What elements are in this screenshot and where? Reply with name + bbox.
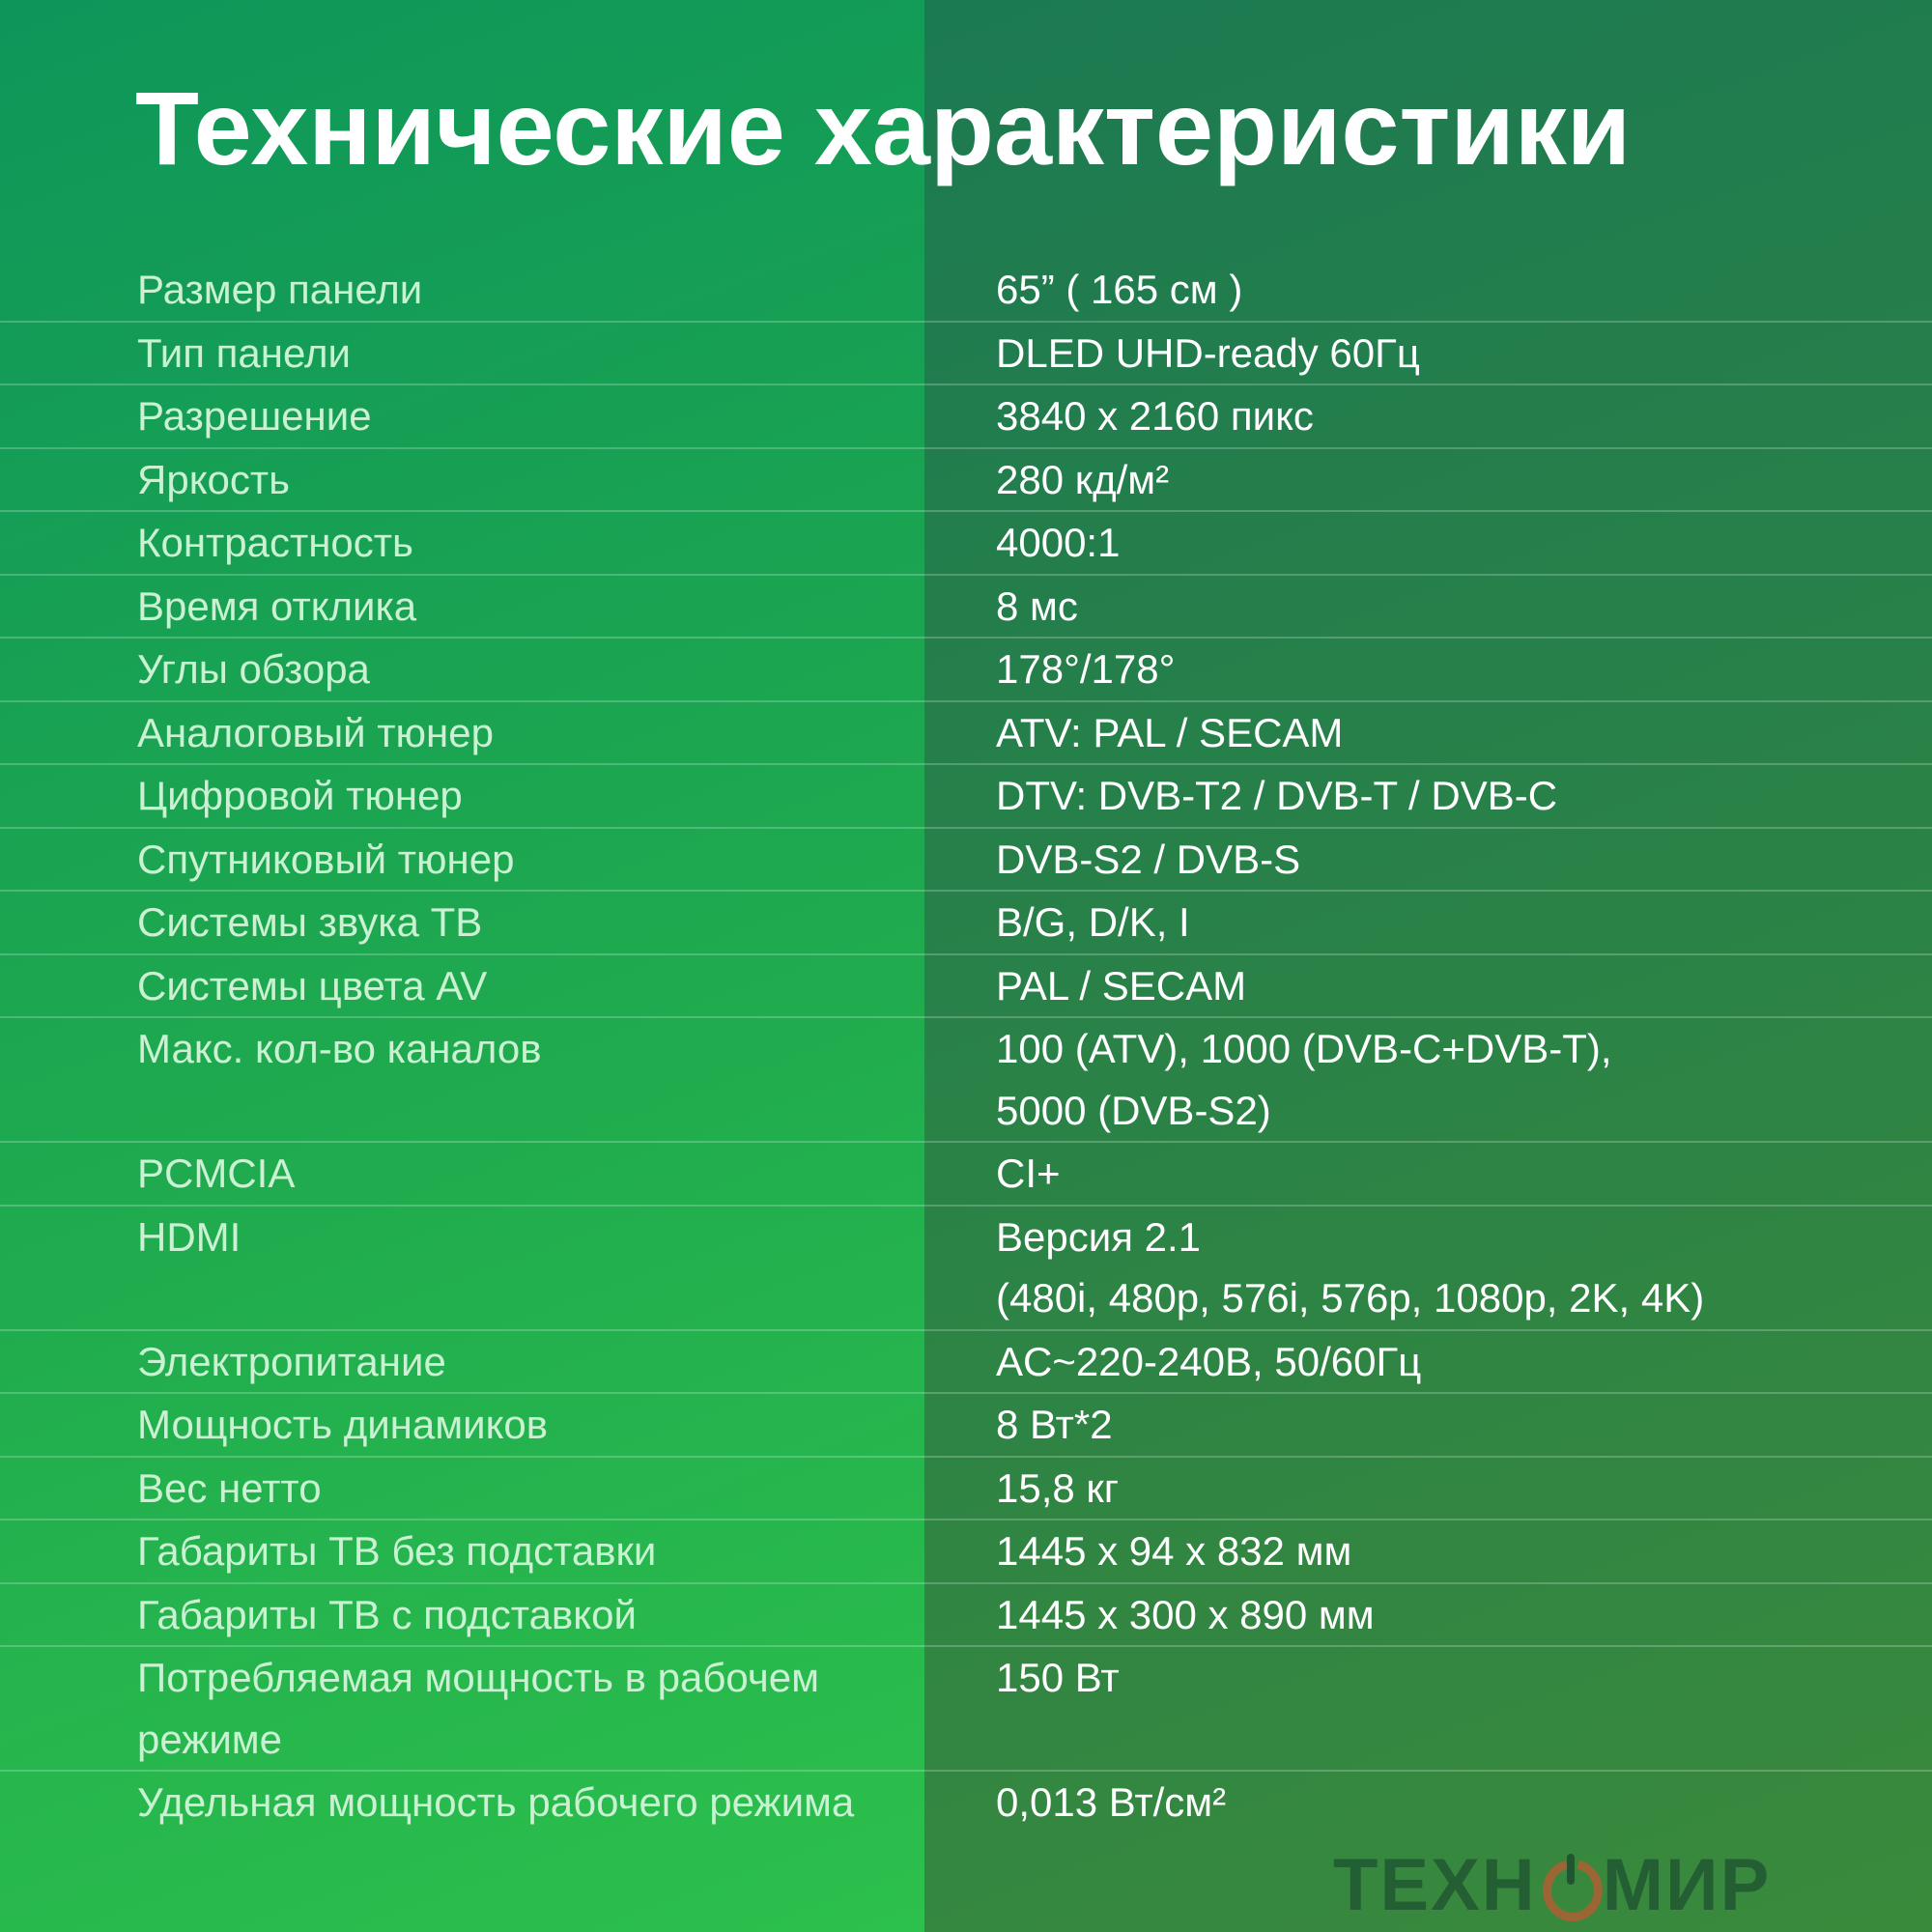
spec-label: Углы обзора — [137, 646, 370, 692]
spec-value: CI+ — [892, 1143, 1932, 1205]
spec-label: Спутниковый тюнер — [137, 836, 515, 882]
spec-value-line: 100 (ATV), 1000 (DVB-C+DVB-T), — [996, 1026, 1612, 1071]
spec-value: 3840 x 2160 пикс — [892, 385, 1932, 447]
watermark-text-right: МИР — [1602, 1844, 1772, 1926]
spec-value-line: DVB-S2 / DVB-S — [996, 836, 1301, 882]
spec-label: Аналоговый тюнер — [137, 709, 494, 755]
spec-value-line: 0,013 Вт/см² — [996, 1779, 1227, 1825]
spec-row: Системы цвета AV PAL / SECAM — [0, 955, 1932, 1018]
spec-value: DTV: DVB-T2 / DVB-T / DVB-C — [892, 765, 1932, 827]
spec-value: DLED UHD-ready 60Гц — [892, 323, 1932, 384]
spec-table: Размер панели 65” ( 165 см ) Тип панели DLE… — [0, 259, 1932, 1833]
spec-label: Системы цвета AV — [137, 962, 488, 1009]
spec-value: AC~220-240В, 50/60Гц — [892, 1331, 1932, 1393]
spec-label: Время отклика — [137, 582, 417, 629]
spec-row: Размер панели 65” ( 165 см ) — [0, 259, 1932, 323]
spec-value: B/G, D/K, I — [892, 892, 1932, 953]
spec-row: Системы звука ТВ B/G, D/K, I — [0, 892, 1932, 955]
spec-value: 8 Вт*2 — [892, 1394, 1932, 1456]
spec-value: 4000:1 — [892, 512, 1932, 574]
spec-value: ATV: PAL / SECAM — [892, 702, 1932, 764]
spec-row: Контрастность 4000:1 — [0, 512, 1932, 576]
spec-label: Цифровой тюнер — [137, 773, 463, 818]
spec-value-line: DTV: DVB-T2 / DVB-T / DVB-C — [996, 773, 1558, 818]
spec-row: Цифровой тюнер DTV: DVB-T2 / DVB-T / DVB-… — [0, 765, 1932, 829]
spec-label: Системы звука ТВ — [137, 899, 483, 945]
spec-row: Потребляемая мощность в рабочем режиме 15… — [0, 1647, 1932, 1772]
spec-value: 150 Вт — [892, 1647, 1932, 1770]
spec-label: Мощность динамиков — [137, 1402, 549, 1447]
spec-label: Макс. кол-во каналов — [137, 1026, 542, 1071]
spec-value-line: 280 кд/м² — [996, 456, 1170, 502]
spec-label: Яркость — [137, 456, 291, 502]
spec-row: HDMI Версия 2.1 (480i, 480p, 576i, 576p, 1… — [0, 1207, 1932, 1331]
spec-value: 1445 x 94 x 832 мм — [892, 1520, 1932, 1582]
spec-row: Вес нетто 15,8 кг — [0, 1458, 1932, 1520]
spec-row: Мощность динамиков 8 Вт*2 — [0, 1394, 1932, 1458]
spec-label: Размер панели — [137, 267, 423, 312]
spec-row: Аналоговый тюнер ATV: PAL / SECAM — [0, 702, 1932, 765]
spec-row: Габариты ТВ с подставкой 1445 x 300 x 890… — [0, 1584, 1932, 1647]
spec-row: PCMCIA CI+ — [0, 1143, 1932, 1207]
spec-value-line: 1445 x 94 x 832 мм — [996, 1528, 1352, 1574]
spec-value: 178°/178° — [892, 639, 1932, 700]
spec-value-line: DLED UHD-ready 60Гц — [996, 329, 1420, 376]
spec-value-line: 5000 (DVB-S2) — [996, 1087, 1271, 1133]
spec-value-line: AC~220-240В, 50/60Гц — [996, 1338, 1422, 1384]
spec-label: HDMI — [137, 1213, 242, 1260]
spec-value-line: B/G, D/K, I — [996, 899, 1190, 945]
spec-row: Спутниковый тюнер DVB-S2 / DVB-S — [0, 829, 1932, 892]
spec-value: 0,013 Вт/см² — [892, 1772, 1932, 1833]
spec-value: 8 мс — [892, 576, 1932, 638]
spec-row: Время отклика 8 мс — [0, 576, 1932, 639]
spec-row: Удельная мощность рабочего режима 0,013 В… — [0, 1772, 1932, 1833]
spec-value-line: CI+ — [996, 1151, 1061, 1196]
spec-value-line: 1445 x 300 x 890 мм — [996, 1591, 1375, 1637]
spec-value-line: 3840 x 2160 пикс — [996, 393, 1314, 439]
spec-value-line: 4000:1 — [996, 520, 1121, 565]
spec-value-line: (480i, 480p, 576i, 576p, 1080p, 2K, 4K) — [996, 1275, 1705, 1321]
left-panel-background — [0, 0, 924, 1932]
spec-value: 65” ( 165 см ) — [892, 259, 1932, 321]
spec-label: PCMCIA — [137, 1151, 296, 1196]
spec-value: DVB-S2 / DVB-S — [892, 829, 1932, 891]
spec-row: Разрешение 3840 x 2160 пикс — [0, 385, 1932, 449]
watermark-logo: ТЕХН МИР — [1333, 1847, 1771, 1924]
spec-row: Макс. кол-во каналов 100 (ATV), 1000 (DVB… — [0, 1018, 1932, 1143]
power-icon — [1541, 1854, 1603, 1921]
spec-value-line: 8 мс — [996, 582, 1078, 629]
spec-value-line: 178°/178° — [996, 646, 1176, 692]
spec-row: Тип панели DLED UHD-ready 60Гц — [0, 323, 1932, 385]
spec-label: Электропитание — [137, 1338, 446, 1384]
spec-row: Яркость 280 кд/м² — [0, 449, 1932, 512]
spec-value-line: 15,8 кг — [996, 1464, 1120, 1511]
spec-label: Разрешение — [137, 393, 372, 439]
spec-value-line: 8 Вт*2 — [996, 1402, 1113, 1447]
spec-label: Контрастность — [137, 520, 413, 565]
spec-row: Габариты ТВ без подставки 1445 x 94 x 832… — [0, 1520, 1932, 1584]
spec-value-line: Версия 2.1 — [996, 1213, 1201, 1260]
spec-value: Версия 2.1 (480i, 480p, 576i, 576p, 1080p… — [892, 1207, 1932, 1329]
spec-value: 280 кд/м² — [892, 449, 1932, 511]
spec-label: Потребляемая мощность в рабочем режиме — [137, 1655, 819, 1762]
spec-row: Углы обзора 178°/178° — [0, 639, 1932, 702]
spec-value-line: 65” ( 165 см ) — [996, 267, 1243, 312]
right-panel-background — [924, 0, 1932, 1932]
spec-value: PAL / SECAM — [892, 955, 1932, 1017]
spec-label: Тип панели — [137, 329, 351, 376]
spec-label: Вес нетто — [137, 1464, 322, 1511]
spec-label: Габариты ТВ с подставкой — [137, 1591, 637, 1637]
watermark-text-left: ТЕХН — [1333, 1844, 1537, 1926]
spec-label: Удельная мощность рабочего режима — [137, 1779, 855, 1825]
spec-label: Габариты ТВ без подставки — [137, 1528, 657, 1574]
spec-row: Электропитание AC~220-240В, 50/60Гц — [0, 1331, 1932, 1394]
spec-value: 100 (ATV), 1000 (DVB-C+DVB-T), 5000 (DVB-… — [892, 1018, 1932, 1141]
page-title: Технические характеристики — [135, 70, 1632, 186]
spec-value-line: ATV: PAL / SECAM — [996, 709, 1344, 755]
spec-value-line: 150 Вт — [996, 1655, 1120, 1700]
spec-value-line: PAL / SECAM — [996, 962, 1247, 1009]
spec-value: 1445 x 300 x 890 мм — [892, 1584, 1932, 1646]
spec-value: 15,8 кг — [892, 1458, 1932, 1520]
